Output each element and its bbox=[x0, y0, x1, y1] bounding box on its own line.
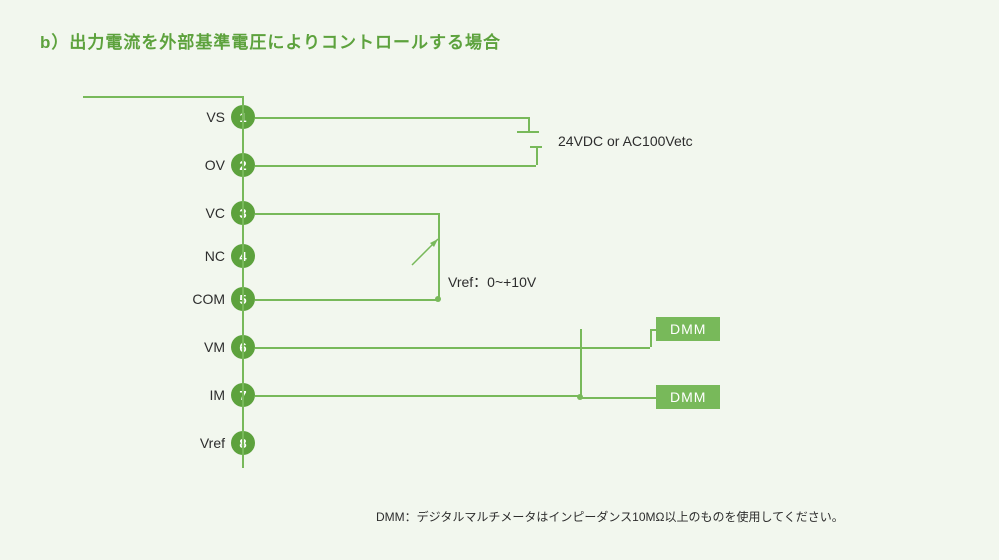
trunk-top-hline bbox=[83, 96, 244, 98]
pin-label-7: IM bbox=[170, 387, 225, 403]
line-pin7-right bbox=[255, 395, 580, 397]
trunk-line bbox=[242, 96, 244, 468]
line-pin3-right bbox=[255, 213, 438, 215]
vref-label: Vref：0~+10V bbox=[448, 272, 536, 292]
line-supply-v-top bbox=[528, 117, 530, 131]
pin-label-1: VS bbox=[170, 109, 225, 125]
pin-label-6: VM bbox=[170, 339, 225, 355]
line-pin5-right bbox=[255, 299, 438, 301]
supply-label: 24VDC or AC100Vetc bbox=[558, 133, 693, 149]
line-vm-up bbox=[650, 329, 652, 347]
battery-plate-long bbox=[517, 131, 539, 133]
section-title: b）出力電流を外部基準電圧によりコントロールする場合 bbox=[40, 28, 501, 53]
pin-label-8: Vref bbox=[170, 435, 225, 451]
line-im-up bbox=[580, 329, 582, 395]
line-supply-v-bot bbox=[536, 147, 538, 165]
pin-label-4: NC bbox=[170, 248, 225, 264]
line-im-branch bbox=[580, 397, 656, 399]
dmm-box-im: DMM bbox=[656, 385, 720, 409]
line-pin6-right bbox=[255, 347, 650, 349]
vref-arrow-icon bbox=[412, 235, 452, 308]
node-dot-im bbox=[577, 394, 583, 400]
pin-label-2: OV bbox=[170, 157, 225, 173]
line-pin2-right bbox=[255, 165, 536, 167]
footnote-text: DMM：デジタルマルチメータはインピーダンス10MΩ以上のものを使用してください… bbox=[376, 508, 844, 525]
line-pin1-right bbox=[255, 117, 528, 119]
pin-label-3: VC bbox=[170, 205, 225, 221]
battery-plate-short bbox=[530, 146, 542, 148]
pin-label-5: COM bbox=[170, 291, 225, 307]
dmm-box-vm: DMM bbox=[656, 317, 720, 341]
